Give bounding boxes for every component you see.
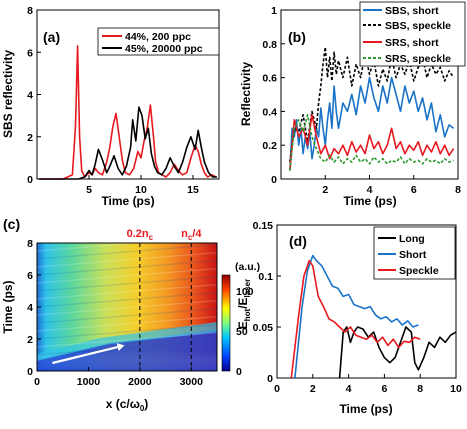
panel-c-xtick-label-3: 3000 <box>180 376 204 388</box>
panel-b-legend-label-2: SBS, speckle <box>385 20 451 32</box>
panel-b-xtick-label-2: 6 <box>411 184 417 196</box>
panel-d-ytick-label-3: 0.15 <box>253 220 274 232</box>
panel-c-markers: 0.2nc nc/4 <box>127 228 202 371</box>
panel-b-xtick-label-1: 4 <box>367 184 373 196</box>
panel-a-ytick-label-4: 8 <box>27 5 33 17</box>
colorbar-tick-label-1: 50 <box>236 326 248 338</box>
panel-b-series-line-3 <box>289 114 455 171</box>
panel-d: 0 2 4 6 8 1000.050.10.15 (d) Time (ps) Ehot/E… <box>236 220 462 416</box>
panel-d-ytick-label-1: 0.05 <box>253 322 274 334</box>
panel-c-ytick-label-3: 6 <box>27 270 33 282</box>
panel-a-ytick-label-1: 2 <box>27 132 33 144</box>
marker-label-0: 0.2nc <box>127 228 154 242</box>
panel-d-letter: (d) <box>289 233 307 249</box>
panel-b-letter: (b) <box>288 29 306 45</box>
panel-d-ytick-label-2: 0.1 <box>258 271 273 283</box>
panel-d-series-line-3 <box>290 259 421 379</box>
panel-a-ylabel: SBS reflectivity <box>1 50 15 138</box>
propagation-arrow <box>52 345 118 365</box>
panel-b-series-line-4 <box>289 114 454 171</box>
panel-d-ytick-label-0: 0 <box>267 373 273 385</box>
panel-a-xlabel: Time (ps) <box>101 194 154 208</box>
panel-a-xtick-label-0: 5 <box>86 184 92 196</box>
panel-a-letter: (a) <box>43 29 60 45</box>
panel-b-xlabel: Time (ps) <box>343 194 396 208</box>
panel-a-legend-label-1: 44%, 200 ppc <box>125 31 191 43</box>
colorbar-tick-label-2: 100 <box>236 286 254 298</box>
panel-b-xtick-label-0: 2 <box>322 184 328 196</box>
panel-c-xlabel: x (c/ω0) <box>106 397 149 413</box>
panel-d-frame <box>276 224 457 379</box>
panel-b-series-line-1 <box>289 76 455 171</box>
panel-d-ticks: 0 2 4 6 8 10 0 0.05 0.1 0.15 <box>253 220 462 395</box>
panel-a-ytick-label-2: 4 <box>27 90 33 102</box>
panel-c-ytick-label-4: 8 <box>27 238 33 250</box>
panel-b-ytick-label-1: 0.2 <box>262 140 277 152</box>
panel-c-xtick-label-2: 2000 <box>128 376 152 388</box>
panel-a-ytick-label-0: 0 <box>27 174 33 186</box>
panel-c-letter: (c) <box>3 216 20 232</box>
marker-label-1: nc/4 <box>181 228 202 242</box>
panel-d-xlabel: Time (ps) <box>339 402 392 416</box>
panel-c-ytick-label-2: 4 <box>27 302 33 314</box>
panel-b-ytick-label-5: 1 <box>271 5 277 17</box>
panel-c-ticks: 0 1000 2000 3000 0 2 4 6 8 <box>27 238 203 388</box>
panel-d-legend-label-2: Short <box>399 249 427 261</box>
panel-d-series-line-2 <box>294 254 419 379</box>
panel-b-ytick-label-0: 0 <box>271 174 277 186</box>
panel-b: 2 4 6 8 0 0.2 0.4 0.6 0.8 1 (b) Time (ps) Reflect… <box>239 1 466 208</box>
panel-d-xtick-label-1: 2 <box>310 383 316 395</box>
panel-d-xtick-label-2: 4 <box>346 383 352 395</box>
panel-a-lines <box>39 45 217 180</box>
panel-b-legend-label-4: SRS, speckle <box>385 53 451 65</box>
panel-c-xtick-label-0: 0 <box>34 376 40 388</box>
panel-d-xtick-label-5: 10 <box>450 383 462 395</box>
panel-d-series-line-1 <box>338 326 457 379</box>
panel-a-legend: 44%, 200 ppc 45%, 20000 ppc <box>97 27 220 56</box>
panel-a-ticks: 5 10 15 0 2 4 6 8 <box>27 5 199 196</box>
panel-c-ylabel: Time (ps) <box>1 280 15 333</box>
panel-d-legend-label-1: Long <box>399 233 425 245</box>
panel-a-legend-label-2: 45%, 20000 ppc <box>125 43 203 55</box>
panel-b-ylabel: Reflectivity <box>239 62 253 126</box>
panel-a-xtick-label-1: 10 <box>135 184 147 196</box>
panel-d-ylabel: Ehot/Elaser <box>236 279 252 329</box>
panel-a-series-line-2 <box>39 106 217 180</box>
panel-c-ytick-label-0: 0 <box>27 366 33 378</box>
colorbar <box>221 274 231 372</box>
panel-b-ticks: 2 4 6 8 0 0.2 0.4 0.6 0.8 1 <box>262 5 461 196</box>
panel-d-lines <box>290 254 457 379</box>
panel-c-ytick-label-1: 2 <box>27 334 33 346</box>
panel-a-ytick-label-3: 6 <box>27 47 33 59</box>
panel-a-xtick-label-2: 15 <box>187 184 199 196</box>
colorbar-label: (a.u.) <box>235 261 260 273</box>
panel-b-legend-box <box>359 1 466 67</box>
panel-d-xtick-label-4: 8 <box>417 383 423 395</box>
panel-b-ytick-label-3: 0.6 <box>262 73 277 85</box>
panel-b-xtick-label-3: 8 <box>455 184 461 196</box>
panel-b-legend: SBS, short SBS, speckle SRS, short SRS, … <box>359 1 466 67</box>
heatmap-area <box>37 243 217 371</box>
panel-a-legend-box <box>97 27 220 56</box>
panel-b-ytick-label-2: 0.4 <box>262 106 277 118</box>
panel-d-legend-label-3: Speckle <box>399 265 439 277</box>
panel-d-xtick-label-0: 0 <box>274 383 280 395</box>
heatmap-bottom-shade <box>37 243 217 371</box>
colorbar-ticks: 0 50 100 <box>236 286 254 378</box>
panel-d-xtick-label-3: 6 <box>381 383 387 395</box>
panel-b-legend-label-3: SRS, short <box>385 37 439 49</box>
panel-b-legend-label-1: SBS, short <box>385 5 439 17</box>
panel-a: 5 10 15 0 2 4 6 8 (a) Time (ps) SBS reflectivit… <box>1 5 220 208</box>
panel-c-xtick-label-1: 1000 <box>77 376 101 388</box>
colorbar-tick-label-0: 0 <box>236 366 242 378</box>
panel-b-ytick-label-4: 0.8 <box>262 39 277 51</box>
panel-d-legend: Long Short Speckle <box>373 226 456 280</box>
propagation-arrowhead <box>116 343 125 351</box>
